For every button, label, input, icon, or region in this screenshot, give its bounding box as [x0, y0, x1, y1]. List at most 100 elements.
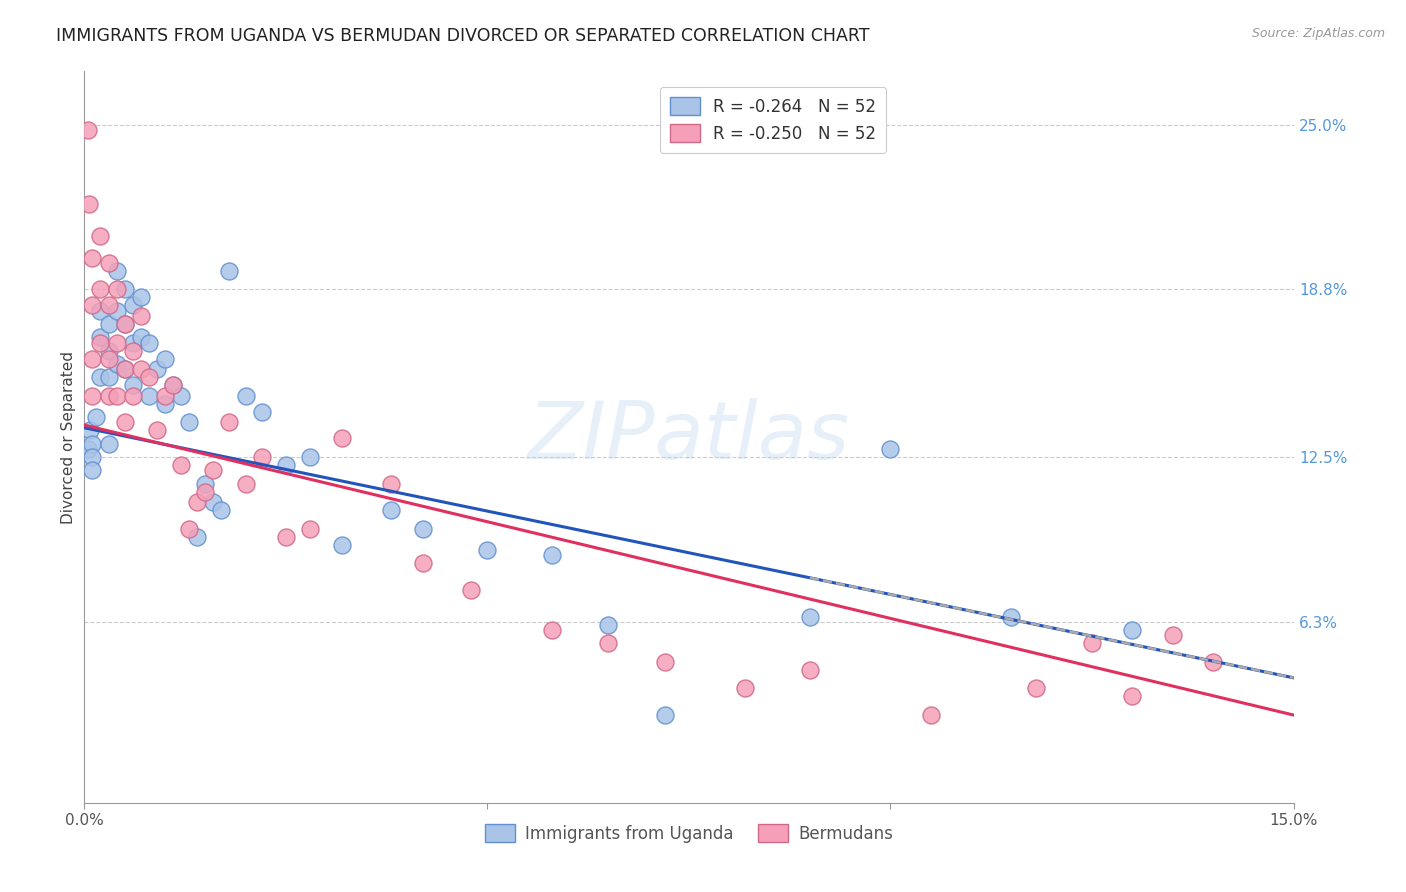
- Point: [89, 330, 111, 344]
- Point: [162, 378, 184, 392]
- Point: [235, 476, 257, 491]
- Point: [380, 503, 402, 517]
- Point: [299, 450, 322, 464]
- Point: [97, 343, 120, 358]
- Point: [734, 681, 756, 696]
- Point: [799, 663, 821, 677]
- Point: [129, 290, 152, 304]
- Point: [412, 522, 434, 536]
- Point: [1161, 628, 1184, 642]
- Point: [274, 530, 297, 544]
- Point: [202, 463, 225, 477]
- Point: [330, 538, 353, 552]
- Point: [799, 609, 821, 624]
- Point: [97, 370, 120, 384]
- Point: [82, 251, 104, 265]
- Point: [82, 389, 104, 403]
- Point: [105, 303, 128, 318]
- Point: [194, 484, 217, 499]
- Point: [76, 123, 98, 137]
- Point: [209, 503, 232, 517]
- Point: [138, 370, 160, 384]
- Y-axis label: Divorced or Separated: Divorced or Separated: [60, 351, 76, 524]
- Point: [146, 424, 169, 438]
- Point: [194, 476, 217, 491]
- Point: [202, 495, 225, 509]
- Point: [598, 636, 620, 650]
- Point: [274, 458, 297, 472]
- Point: [235, 389, 257, 403]
- Point: [114, 317, 136, 331]
- Point: [114, 317, 136, 331]
- Point: [114, 362, 136, 376]
- Point: [77, 197, 100, 211]
- Point: [105, 335, 128, 350]
- Point: [97, 256, 120, 270]
- Point: [121, 335, 143, 350]
- Text: Source: ZipAtlas.com: Source: ZipAtlas.com: [1251, 27, 1385, 40]
- Point: [380, 476, 402, 491]
- Point: [541, 549, 564, 563]
- Point: [477, 543, 499, 558]
- Text: IMMIGRANTS FROM UGANDA VS BERMUDAN DIVORCED OR SEPARATED CORRELATION CHART: IMMIGRANTS FROM UGANDA VS BERMUDAN DIVOR…: [56, 27, 870, 45]
- Point: [1202, 655, 1225, 669]
- Point: [170, 389, 193, 403]
- Point: [138, 335, 160, 350]
- Point: [121, 378, 143, 392]
- Point: [654, 655, 676, 669]
- Point: [170, 458, 193, 472]
- Point: [105, 264, 128, 278]
- Point: [89, 283, 111, 297]
- Point: [1121, 623, 1143, 637]
- Point: [412, 557, 434, 571]
- Point: [82, 298, 104, 312]
- Point: [82, 436, 104, 450]
- Point: [82, 463, 104, 477]
- Point: [1121, 690, 1143, 704]
- Point: [97, 436, 120, 450]
- Point: [121, 298, 143, 312]
- Point: [105, 283, 128, 297]
- Point: [97, 317, 120, 331]
- Point: [105, 389, 128, 403]
- Point: [879, 442, 901, 456]
- Point: [654, 708, 676, 723]
- Point: [129, 309, 152, 323]
- Point: [920, 708, 942, 723]
- Point: [129, 330, 152, 344]
- Point: [114, 362, 136, 376]
- Point: [186, 495, 208, 509]
- Point: [121, 343, 143, 358]
- Point: [179, 522, 201, 536]
- Point: [82, 450, 104, 464]
- Point: [89, 303, 111, 318]
- Point: [330, 431, 353, 445]
- Point: [129, 362, 152, 376]
- Point: [97, 351, 120, 366]
- Text: ZIPatlas: ZIPatlas: [527, 398, 851, 476]
- Point: [97, 389, 120, 403]
- Point: [218, 416, 240, 430]
- Point: [146, 362, 169, 376]
- Point: [114, 283, 136, 297]
- Point: [153, 351, 176, 366]
- Point: [1025, 681, 1047, 696]
- Point: [250, 405, 273, 419]
- Point: [121, 389, 143, 403]
- Point: [299, 522, 322, 536]
- Point: [1081, 636, 1104, 650]
- Point: [105, 357, 128, 371]
- Point: [162, 378, 184, 392]
- Point: [186, 530, 208, 544]
- Point: [79, 424, 101, 438]
- Point: [89, 335, 111, 350]
- Point: [89, 370, 111, 384]
- Point: [179, 416, 201, 430]
- Point: [598, 617, 620, 632]
- Point: [1000, 609, 1022, 624]
- Point: [153, 397, 176, 411]
- Point: [541, 623, 564, 637]
- Point: [138, 389, 160, 403]
- Point: [77, 442, 100, 456]
- Point: [82, 351, 104, 366]
